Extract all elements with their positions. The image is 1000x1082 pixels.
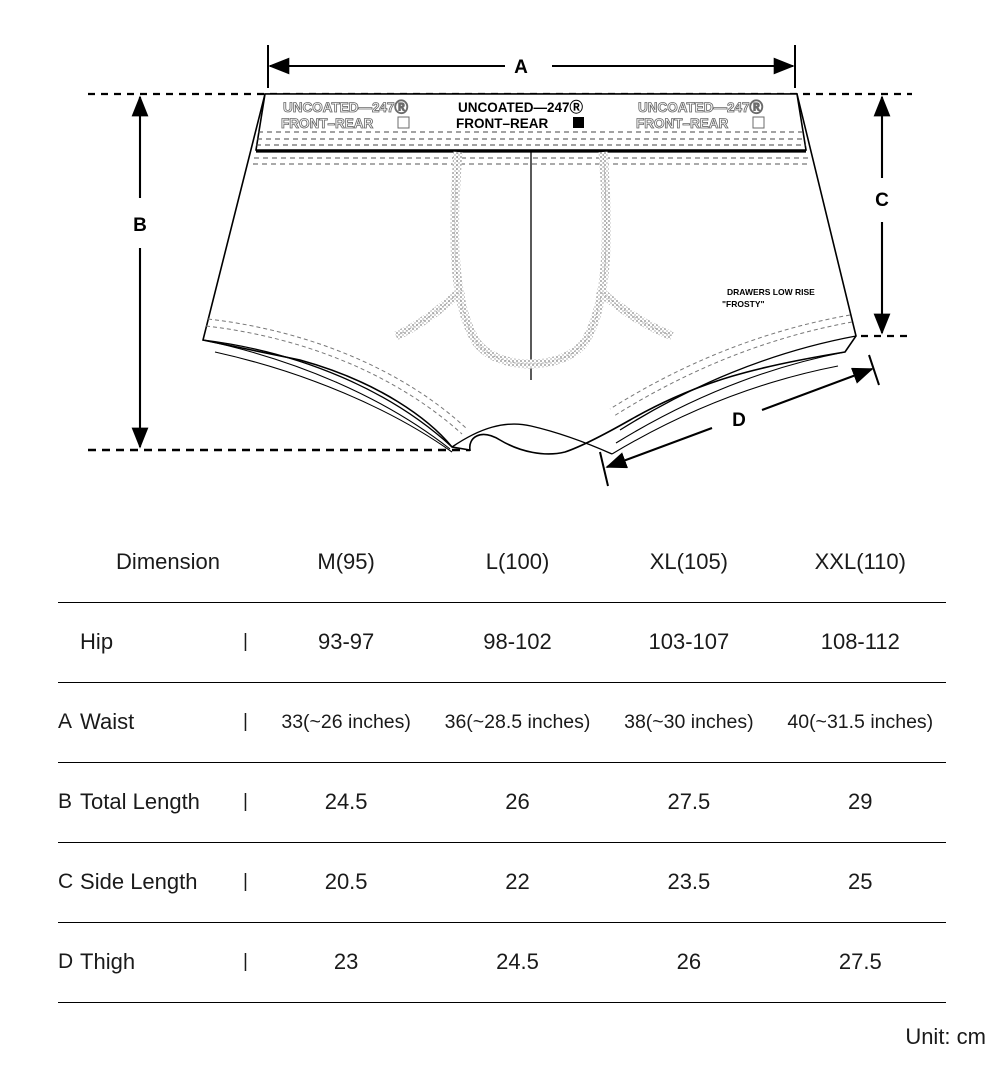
dimension-marker-c: C <box>873 95 891 335</box>
row-separator: | <box>230 922 261 1003</box>
header-size-l: L(100) <box>431 522 604 603</box>
product-label: DRAWERS LOW RISE "FROSTY" <box>722 287 815 309</box>
hollow-square-icon-right <box>752 116 765 129</box>
waistband-right-line2: FRONT–REAR <box>636 116 729 131</box>
row-label: Total Length <box>80 762 231 843</box>
row-label: Side Length <box>80 842 231 923</box>
row-value-xxl: 40(~31.5 inches) <box>774 682 946 763</box>
row-value-xxl: 25 <box>774 842 946 923</box>
leg-hems <box>202 314 857 455</box>
row-value-xl: 103-107 <box>603 602 775 683</box>
row-key <box>58 602 81 683</box>
row-value-l: 98-102 <box>431 602 604 683</box>
row-value-xxl: 27.5 <box>774 922 946 1003</box>
row-value-l: 36(~28.5 inches) <box>431 682 604 763</box>
table-row: C Side Length | 20.5 22 23.5 25 <box>58 842 946 923</box>
row-value-l: 22 <box>431 842 604 923</box>
table-row: A Waist | 33(~26 inches) 36(~28.5 inches… <box>58 682 946 763</box>
dimension-label-d: D <box>732 410 746 431</box>
garment-diagram: UNCOATED—247Ⓡ FRONT–REAR UNCOATED—247Ⓡ F… <box>0 0 1000 510</box>
filled-square-icon-center <box>573 117 584 128</box>
dimension-marker-d: D <box>599 354 880 487</box>
row-separator: | <box>230 602 261 683</box>
waistband-left-line1: UNCOATED—247Ⓡ <box>283 99 409 115</box>
dimension-label-b: B <box>133 215 147 236</box>
waistband-center-line2: FRONT–REAR <box>456 116 549 131</box>
size-table-area: Dimension M(95) L(100) XL(105) XXL(110) … <box>0 512 1000 1082</box>
header-size-xl: XL(105) <box>603 522 775 603</box>
dimension-marker-a: A <box>267 45 796 88</box>
row-key: A <box>58 682 81 763</box>
row-key: C <box>58 842 81 923</box>
row-key: D <box>58 922 81 1003</box>
header-dimension-label: Dimension <box>80 522 231 603</box>
row-label: Waist <box>80 682 231 763</box>
row-value-xl: 27.5 <box>603 762 775 843</box>
header-size-xxl: XXL(110) <box>774 522 946 603</box>
hollow-square-icon-left <box>397 116 410 129</box>
row-value-l: 24.5 <box>431 922 604 1003</box>
row-label: Hip <box>80 602 231 683</box>
waistband-center-line1: UNCOATED—247Ⓡ <box>458 99 584 115</box>
row-value-m: 93-97 <box>260 602 432 683</box>
row-separator: | <box>230 762 261 843</box>
garment-outline <box>202 93 857 455</box>
table-row: B Total Length | 24.5 26 27.5 29 <box>58 762 946 843</box>
header-size-m: M(95) <box>260 522 432 603</box>
row-value-xxl: 29 <box>774 762 946 843</box>
unit-note: Unit: cm <box>905 1024 986 1049</box>
waistband-text-right: UNCOATED—247Ⓡ FRONT–REAR <box>636 99 765 131</box>
row-value-xl: 26 <box>603 922 775 1003</box>
table-header-row: Dimension M(95) L(100) XL(105) XXL(110) <box>58 522 946 603</box>
product-label-line2: "FROSTY" <box>722 299 765 309</box>
waistband-text-left: UNCOATED—247Ⓡ FRONT–REAR <box>281 99 410 131</box>
row-value-m: 24.5 <box>260 762 432 843</box>
dimension-marker-b: B <box>131 95 149 449</box>
table-row: Hip | 93-97 98-102 103-107 108-112 <box>58 602 946 683</box>
row-label: Thigh <box>80 922 231 1003</box>
waistband-text-center: UNCOATED—247Ⓡ FRONT–REAR <box>456 99 584 131</box>
waistband-right-line1: UNCOATED—247Ⓡ <box>638 99 764 115</box>
row-separator: | <box>230 682 261 763</box>
row-value-l: 26 <box>431 762 604 843</box>
row-value-xxl: 108-112 <box>774 602 946 683</box>
size-table-body: Dimension M(95) L(100) XL(105) XXL(110) … <box>58 522 946 1003</box>
row-value-m: 20.5 <box>260 842 432 923</box>
row-value-xl: 23.5 <box>603 842 775 923</box>
dimension-label-c: C <box>875 190 889 211</box>
dimension-label-a: A <box>514 57 528 78</box>
row-value-m: 23 <box>260 922 432 1003</box>
size-table: Dimension M(95) L(100) XL(105) XXL(110) … <box>58 522 946 1003</box>
crotch-curve <box>451 423 613 455</box>
header-key <box>58 522 81 603</box>
header-separator <box>230 522 261 603</box>
waistband-left-line2: FRONT–REAR <box>281 116 374 131</box>
table-row: D Thigh | 23 24.5 26 27.5 <box>58 922 946 1003</box>
waistband <box>253 93 809 165</box>
row-separator: | <box>230 842 261 923</box>
row-value-m: 33(~26 inches) <box>260 682 432 763</box>
pouch-panel <box>394 151 674 369</box>
row-value-xl: 38(~30 inches) <box>603 682 775 763</box>
product-label-line1: DRAWERS LOW RISE <box>727 287 815 297</box>
row-key: B <box>58 762 81 843</box>
